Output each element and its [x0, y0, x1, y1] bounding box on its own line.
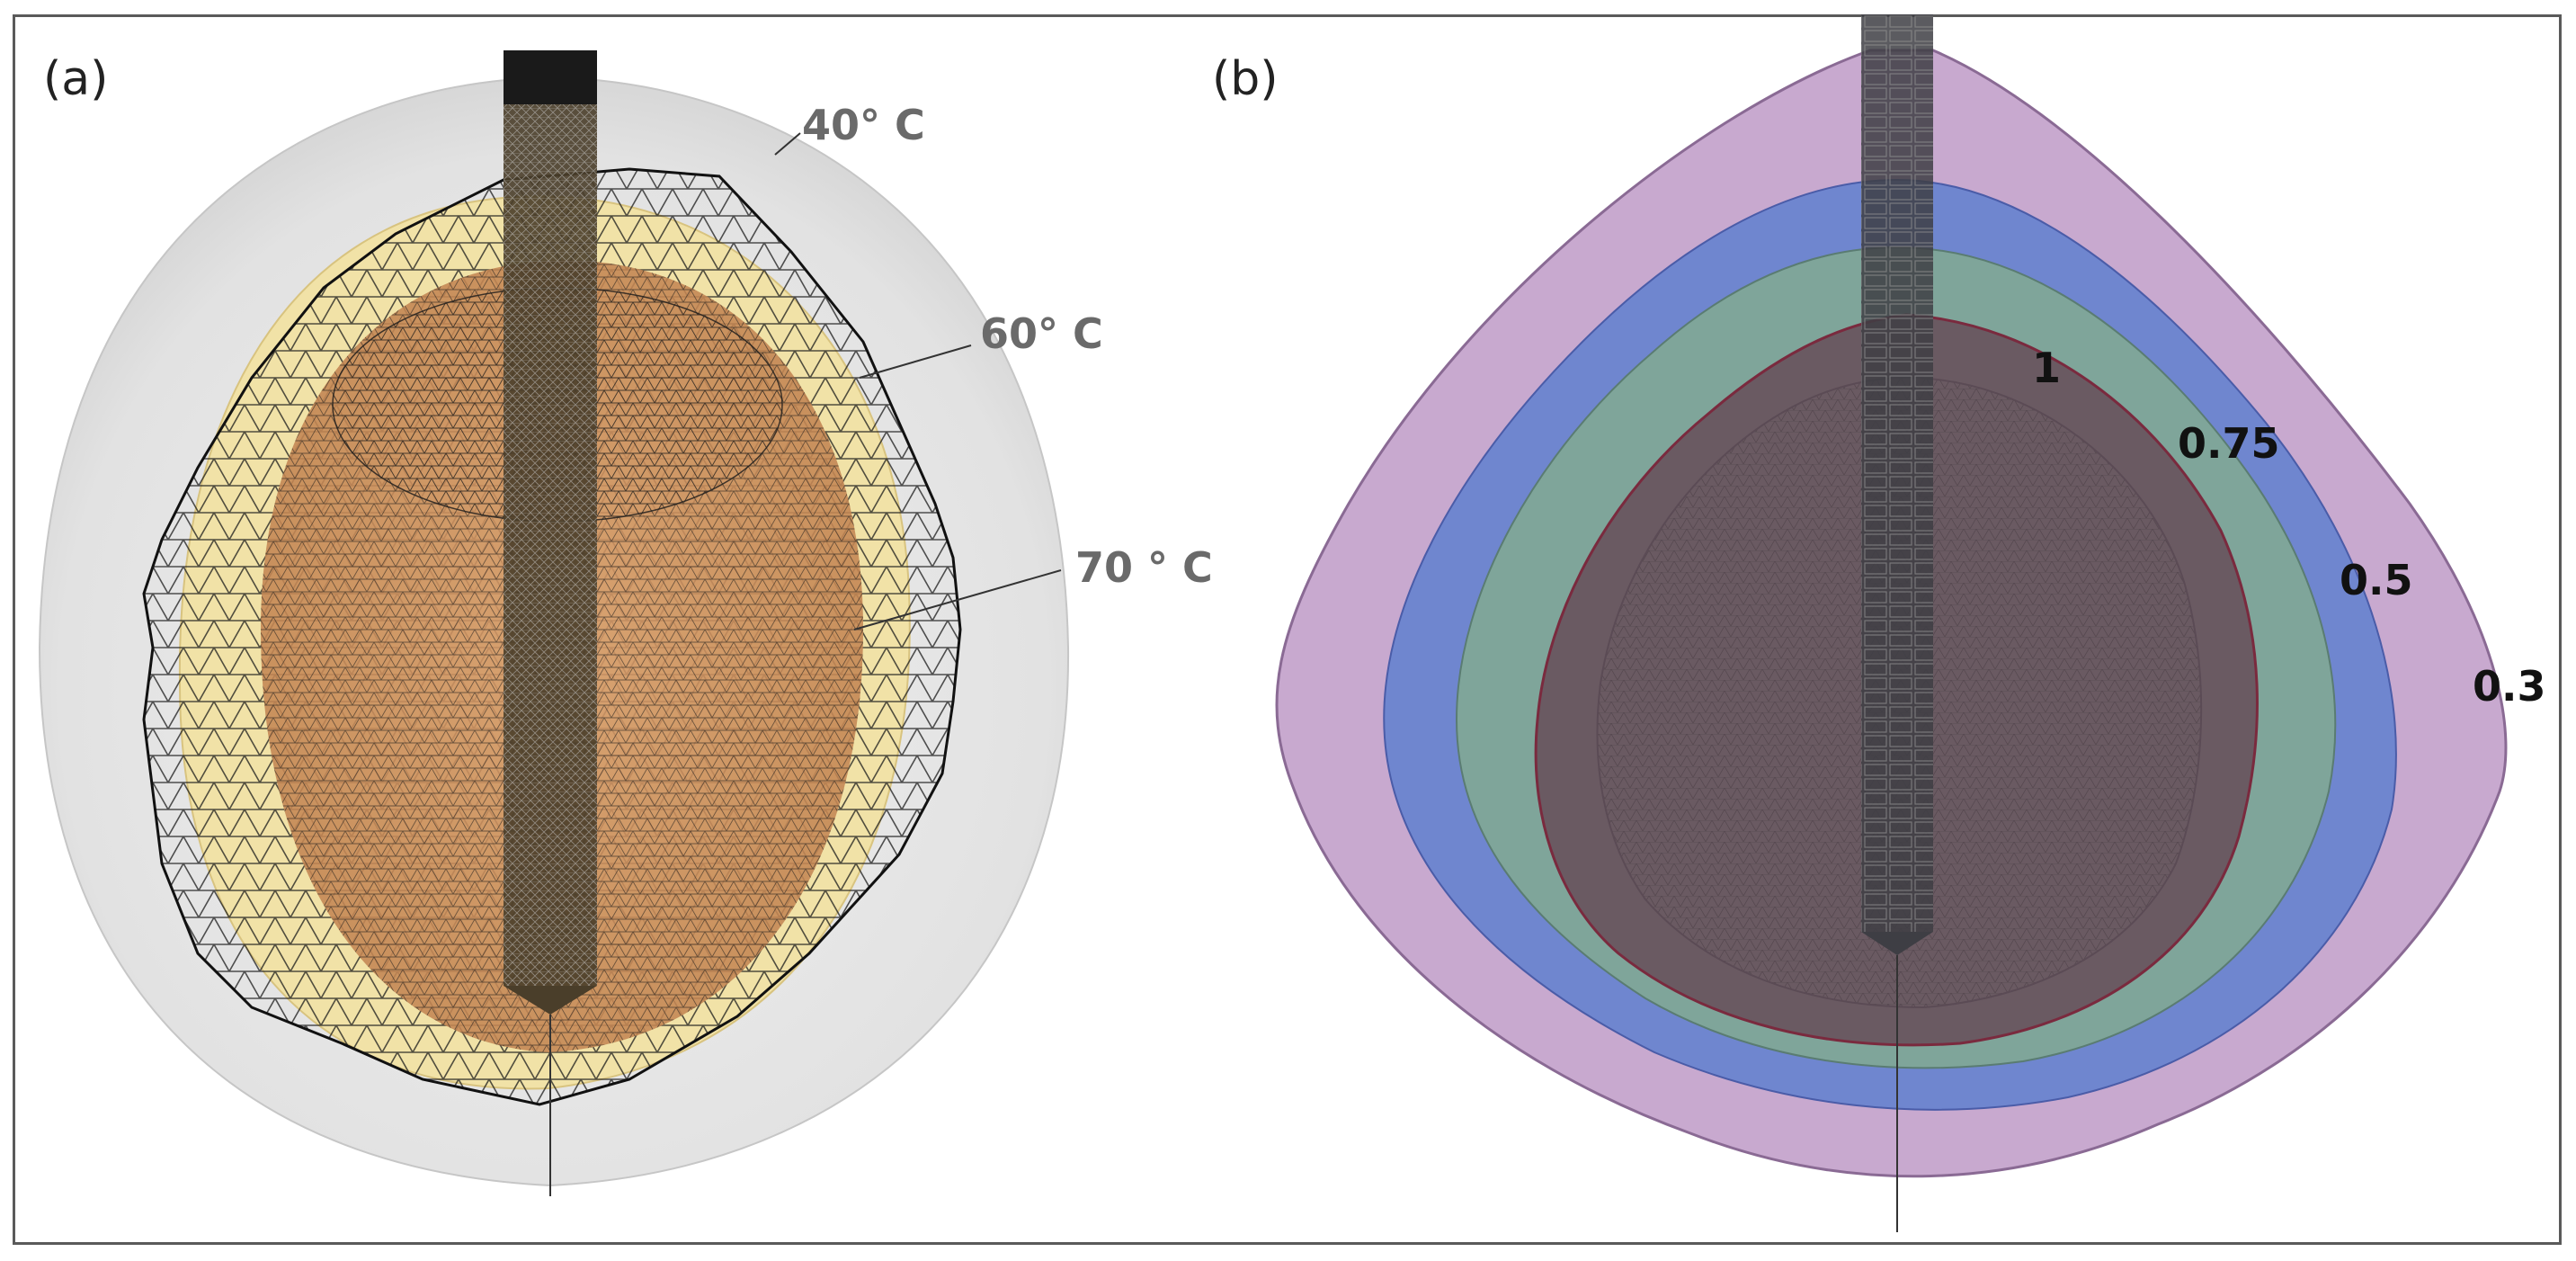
- isotherm-70-label: 70 ° C: [1075, 543, 1213, 592]
- contour-0-3-label: 0.3: [2473, 662, 2546, 711]
- contour-0-75-label: 0.75: [2178, 419, 2280, 468]
- panel-b-label: (b): [1212, 52, 1279, 106]
- probe-tip-b: [1861, 932, 1933, 955]
- leader-40: [774, 132, 801, 156]
- probe-top-cap-a: [504, 50, 597, 104]
- panel-a-label: (a): [43, 52, 109, 106]
- panel-a-drawing: [38, 50, 1070, 1196]
- isotherm-40-label: 40° C: [802, 101, 925, 149]
- contour-1-label: 1: [2032, 344, 2062, 392]
- probe-shaft-b-grid: [1861, 14, 1933, 932]
- probe-tip-a: [504, 986, 597, 1015]
- panel-b-drawing: [1275, 14, 2508, 1232]
- figure-frame: [13, 14, 2562, 1245]
- isotherm-60-label: 60° C: [980, 309, 1103, 358]
- leader-60: [859, 344, 972, 379]
- contour-0-5-label: 0.5: [2340, 556, 2413, 604]
- leader-70: [853, 569, 1062, 630]
- probe-shaft-a-grid: [504, 50, 597, 986]
